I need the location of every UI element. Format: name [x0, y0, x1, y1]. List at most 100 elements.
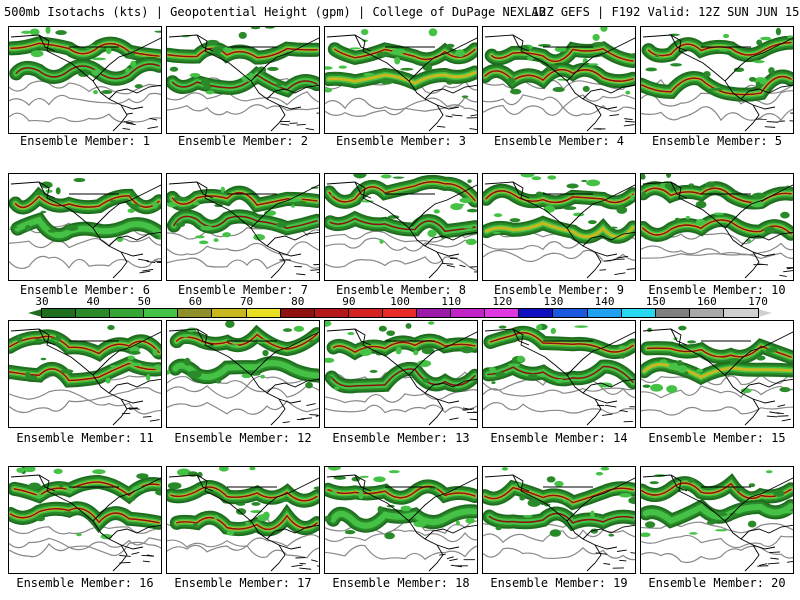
colorbar-segment [586, 308, 624, 318]
height-contour [9, 255, 161, 270]
wind-patch [696, 368, 704, 373]
wind-patch [719, 48, 730, 52]
wind-patch [455, 520, 460, 526]
coastline [168, 34, 319, 132]
island-outline [126, 122, 136, 126]
wind-patch [333, 475, 346, 480]
wind-patch [666, 385, 678, 394]
island-outline [779, 274, 787, 277]
wind-patch [590, 510, 595, 518]
wind-patch [136, 473, 149, 480]
wind-patch [249, 467, 256, 471]
wind-patch [695, 219, 706, 226]
colorbar-tick-label: 140 [594, 295, 615, 308]
wind-patch [25, 224, 31, 232]
wind-patch [349, 47, 361, 50]
isotach-colorbar: 30 50 70 90 110 130 150 170 40 60 80 100 120 140 160 [0, 294, 800, 320]
wind-patch [466, 208, 477, 213]
wind-patch [703, 70, 711, 78]
wind-patch [782, 510, 793, 514]
wind-patch [267, 66, 279, 72]
wind-patch [207, 344, 215, 347]
height-contour [9, 387, 161, 402]
island-outline [786, 560, 793, 563]
wind-patch [428, 28, 438, 37]
wind-patch [628, 496, 635, 505]
jet-stream-band [641, 482, 792, 500]
colorbar-tick-label: 60 [188, 295, 203, 308]
island-outline [126, 112, 133, 115]
ensemble-member-map [640, 320, 794, 428]
island-outline [757, 263, 769, 266]
ensemble-member-label: Ensemble Member: 7 [177, 283, 309, 297]
wind-patch [566, 183, 579, 189]
wind-patch [338, 65, 347, 69]
wind-patch [755, 81, 761, 89]
wind-patch [241, 373, 252, 379]
colorbar-tick-label: 90 [342, 295, 356, 308]
wind-patch [619, 492, 632, 498]
wind-patch [226, 530, 235, 536]
wind-patch [417, 360, 432, 367]
wind-patch [709, 87, 724, 91]
wind-patch [128, 203, 141, 208]
wind-patch [713, 212, 725, 216]
height-contour [167, 399, 319, 415]
wind-patch [35, 494, 45, 498]
ensemble-member-label: Ensemble Member: 20 [648, 576, 786, 590]
island-outline [462, 407, 472, 411]
island-outline [149, 419, 160, 422]
height-contour [641, 106, 793, 122]
island-outline [289, 122, 298, 124]
wind-patch [107, 325, 115, 331]
height-contour [167, 384, 319, 399]
wind-patch [413, 520, 427, 528]
ensemble-member-map [8, 26, 162, 134]
island-outline [776, 412, 784, 415]
wind-patch [546, 63, 558, 71]
wind-patch [555, 378, 565, 383]
ensemble-member-label: Ensemble Member: 13 [332, 431, 470, 445]
wind-patch [377, 505, 384, 514]
wind-patch [465, 517, 476, 524]
wind-patch [508, 363, 521, 367]
jet-stream-band [327, 485, 476, 499]
ensemble-member-map [166, 173, 320, 281]
ensemble-member-label: Ensemble Member: 15 [648, 431, 786, 445]
wind-patch [554, 480, 564, 487]
wind-patch [748, 483, 756, 488]
height-contour [483, 94, 635, 109]
wind-patch [293, 200, 307, 206]
island-outline [316, 565, 319, 567]
wind-patch [203, 84, 212, 90]
ensemble-member-map [166, 466, 320, 574]
colorbar-segment [143, 308, 180, 318]
wind-patch [218, 467, 229, 472]
island-outline [282, 421, 290, 424]
wind-patch [21, 30, 32, 34]
height-contour [9, 112, 161, 123]
jet-stream-band [173, 215, 318, 229]
wind-patch [531, 176, 542, 181]
wind-patch [213, 238, 219, 243]
ensemble-member-map [640, 466, 794, 574]
colorbar-segment [109, 308, 146, 318]
wind-patch [495, 371, 506, 378]
map-header: 500mb Isotachs (kts) | Geopotential Heig… [4, 3, 800, 21]
wind-patch [384, 532, 395, 540]
island-outline [769, 551, 781, 553]
wind-patch [376, 51, 391, 57]
wind-patch [538, 43, 552, 47]
jet-stream-band [15, 63, 160, 80]
ensemble-member-label: Ensemble Member: 6 [19, 283, 151, 297]
height-contour [325, 544, 477, 561]
wind-patch [347, 332, 355, 336]
wind-patch [380, 174, 392, 179]
jet-stream-band [642, 362, 793, 379]
ensemble-member-map [8, 173, 162, 281]
wind-patch [331, 194, 337, 197]
island-outline [593, 128, 602, 130]
wind-patch [446, 43, 455, 48]
jet-stream-band [167, 47, 318, 59]
wind-patch [93, 90, 98, 95]
